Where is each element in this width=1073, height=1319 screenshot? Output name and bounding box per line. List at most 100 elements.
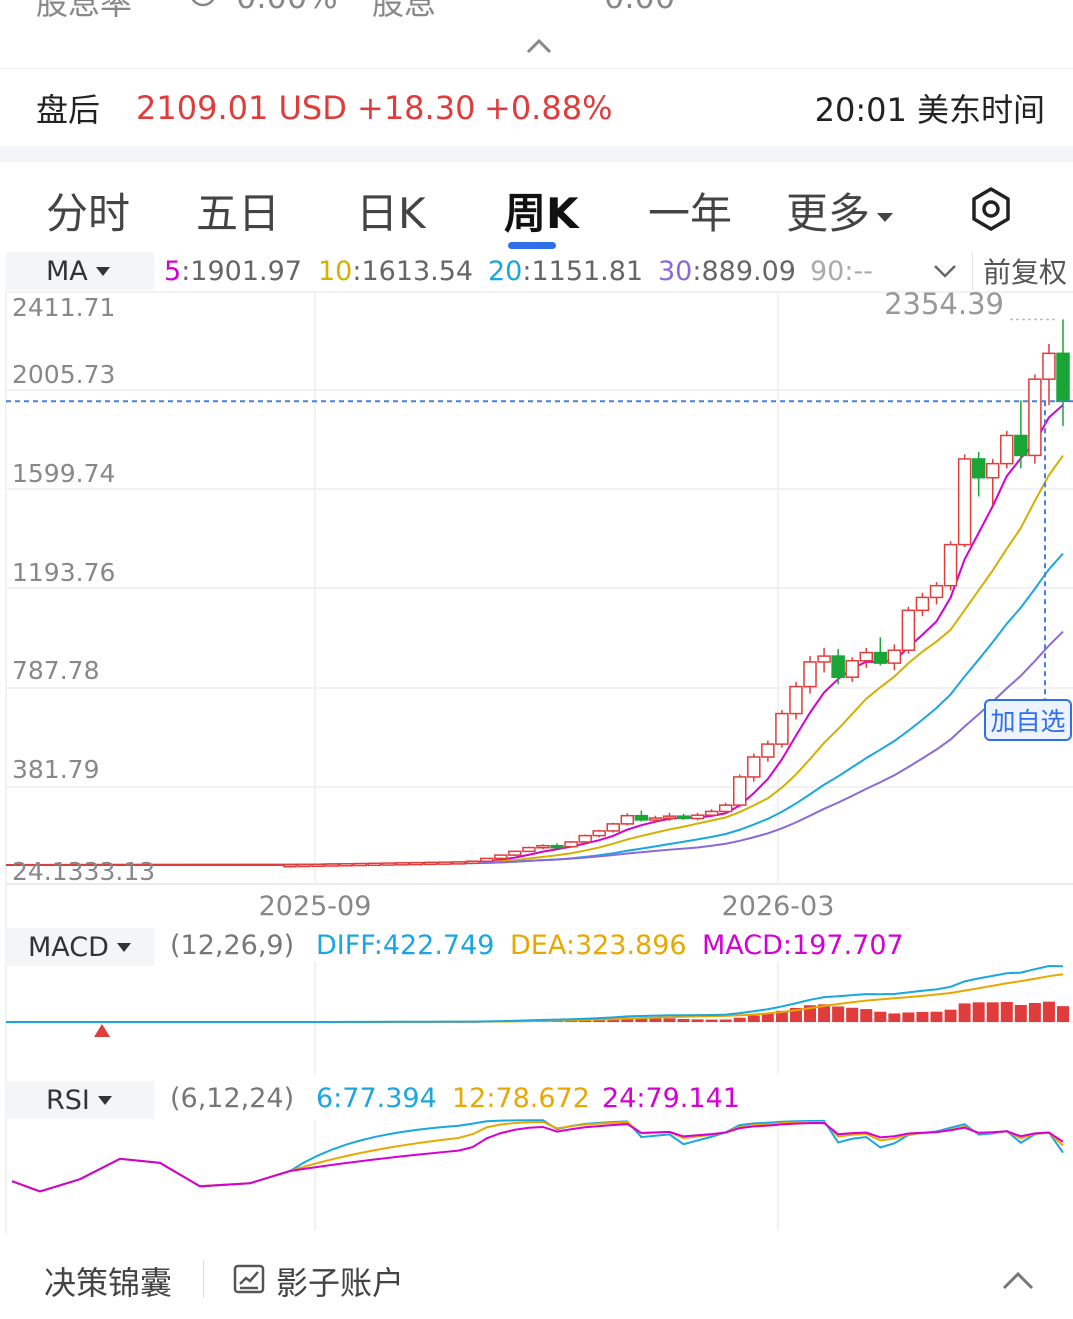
macd-bar [677,1018,690,1022]
signal-marker [94,1024,110,1037]
macd-bar [1028,1002,1041,1022]
candle [395,862,410,866]
toolbar-divider [203,1260,204,1298]
ma5-value: 5:1901.97 [164,256,302,287]
macd-diff: DIFF:422.749 [316,930,495,961]
chevron-up-icon[interactable] [524,32,554,58]
macd-bar [930,1011,943,1022]
macd-bar [649,1017,662,1022]
candle [915,596,930,612]
candle [409,861,424,866]
candle [634,814,649,821]
candle [564,841,578,848]
price-axis-label: 1193.76 [12,558,115,587]
ma30-number: :889.09 [692,256,796,287]
candle [494,854,508,860]
candle [662,815,677,819]
candle [283,863,297,868]
kline-chart[interactable]: 2411.71 2005.73 1599.74 1193.76 787.78 381.79… [0,290,1073,1235]
tab-daily-k[interactable]: 日K [356,189,426,238]
macd-bar [972,1002,985,1022]
candle [508,850,522,856]
candle [480,857,494,862]
add-watchlist-button[interactable]: 加自选 [984,699,1072,741]
candle [1056,352,1070,403]
candle [339,863,353,867]
info-icon[interactable]: i [188,0,218,16]
decision-kit-button[interactable]: 决策锦囊 [44,1264,173,1302]
macd-bar [888,1013,901,1022]
chart-overlay [6,318,1073,700]
dividend-label: 股息 [372,0,437,22]
candle [381,862,396,866]
candle [704,810,719,816]
expand-chevron-icon[interactable] [932,262,958,280]
candle [676,815,691,820]
price-axis-label: 2411.71 [12,293,115,322]
candle [465,860,480,864]
macd-bar [860,1009,873,1022]
macd-bar [663,1018,676,1022]
tab-one-year[interactable]: 一年 [648,189,733,238]
price-axis-label: 24.1333.13 [12,857,155,886]
tab-intraday[interactable]: 分时 [46,189,131,238]
rsi12-line [11,1120,1064,1193]
chevron-up-icon[interactable] [1000,1268,1036,1292]
macd-bar [902,1012,915,1022]
bottom-toolbar: 决策锦囊 影子账户 [0,1240,1073,1319]
diff-line [6,964,1064,1023]
macd-dea: DEA:323.896 [510,930,687,961]
rsi-6: 6:77.394 [316,1083,437,1114]
ma10-key: 10 [318,256,353,287]
chart-card-icon [233,1264,265,1294]
price-adjust-selector[interactable]: 前复权 [971,252,1067,290]
candle [732,776,747,806]
candles [6,319,1070,868]
macd-selector[interactable]: MACD [6,928,154,966]
candle [536,844,550,849]
ma5-number: :1901.97 [181,256,302,287]
macd-legend-bar: MACD (12,26,9) DIFF:422.749 DEA:323.896 … [6,928,1073,966]
ma90-key: 90 [810,256,845,287]
candle [761,743,775,758]
ma20-number: :1151.81 [522,256,644,287]
macd-bar [846,1007,859,1022]
ma30-value: 30:889.09 [658,256,796,287]
svg-text:i: i [201,0,205,3]
candle [690,814,705,820]
caret-down-icon [95,266,110,276]
candle [550,844,564,849]
candle [1014,434,1028,457]
candle [901,609,916,651]
tab-more[interactable]: 更多 [786,180,896,241]
macd-bar [1057,1006,1069,1022]
chart-period-tabs: 分时 五日 日K 周K 一年 更多 [0,162,1073,252]
caret-down-icon [877,212,894,222]
candle [592,830,606,837]
candle [325,863,339,867]
rsi-selector[interactable]: RSI [6,1081,154,1119]
candle [367,862,382,867]
candle [929,584,944,599]
settings-icon[interactable] [968,186,1014,232]
macd-bar [705,1019,718,1022]
candle [957,458,972,546]
tab-five-day[interactable]: 五日 [196,189,281,238]
candle [985,462,1000,479]
tab-weekly-k[interactable]: 周K [504,189,579,238]
price-axis-label: 787.78 [12,656,99,685]
macd-bar [916,1011,929,1022]
after-hours-change: +18.30 [357,88,476,127]
ma10-number: :1613.54 [352,256,474,287]
ma20-value: 20:1151.81 [488,256,643,287]
macd-bar [874,1011,887,1022]
candle [311,863,325,868]
macd-bar [733,1017,746,1022]
ma30-key: 30 [658,256,693,287]
ma-selector[interactable]: MA [6,252,154,290]
macd-bar [775,1010,788,1022]
rsi-panel [11,1119,1064,1193]
shadow-account-button[interactable]: 影子账户 [276,1264,405,1302]
dividend-yield-label: 股息率 [36,0,133,22]
candle [859,651,873,662]
